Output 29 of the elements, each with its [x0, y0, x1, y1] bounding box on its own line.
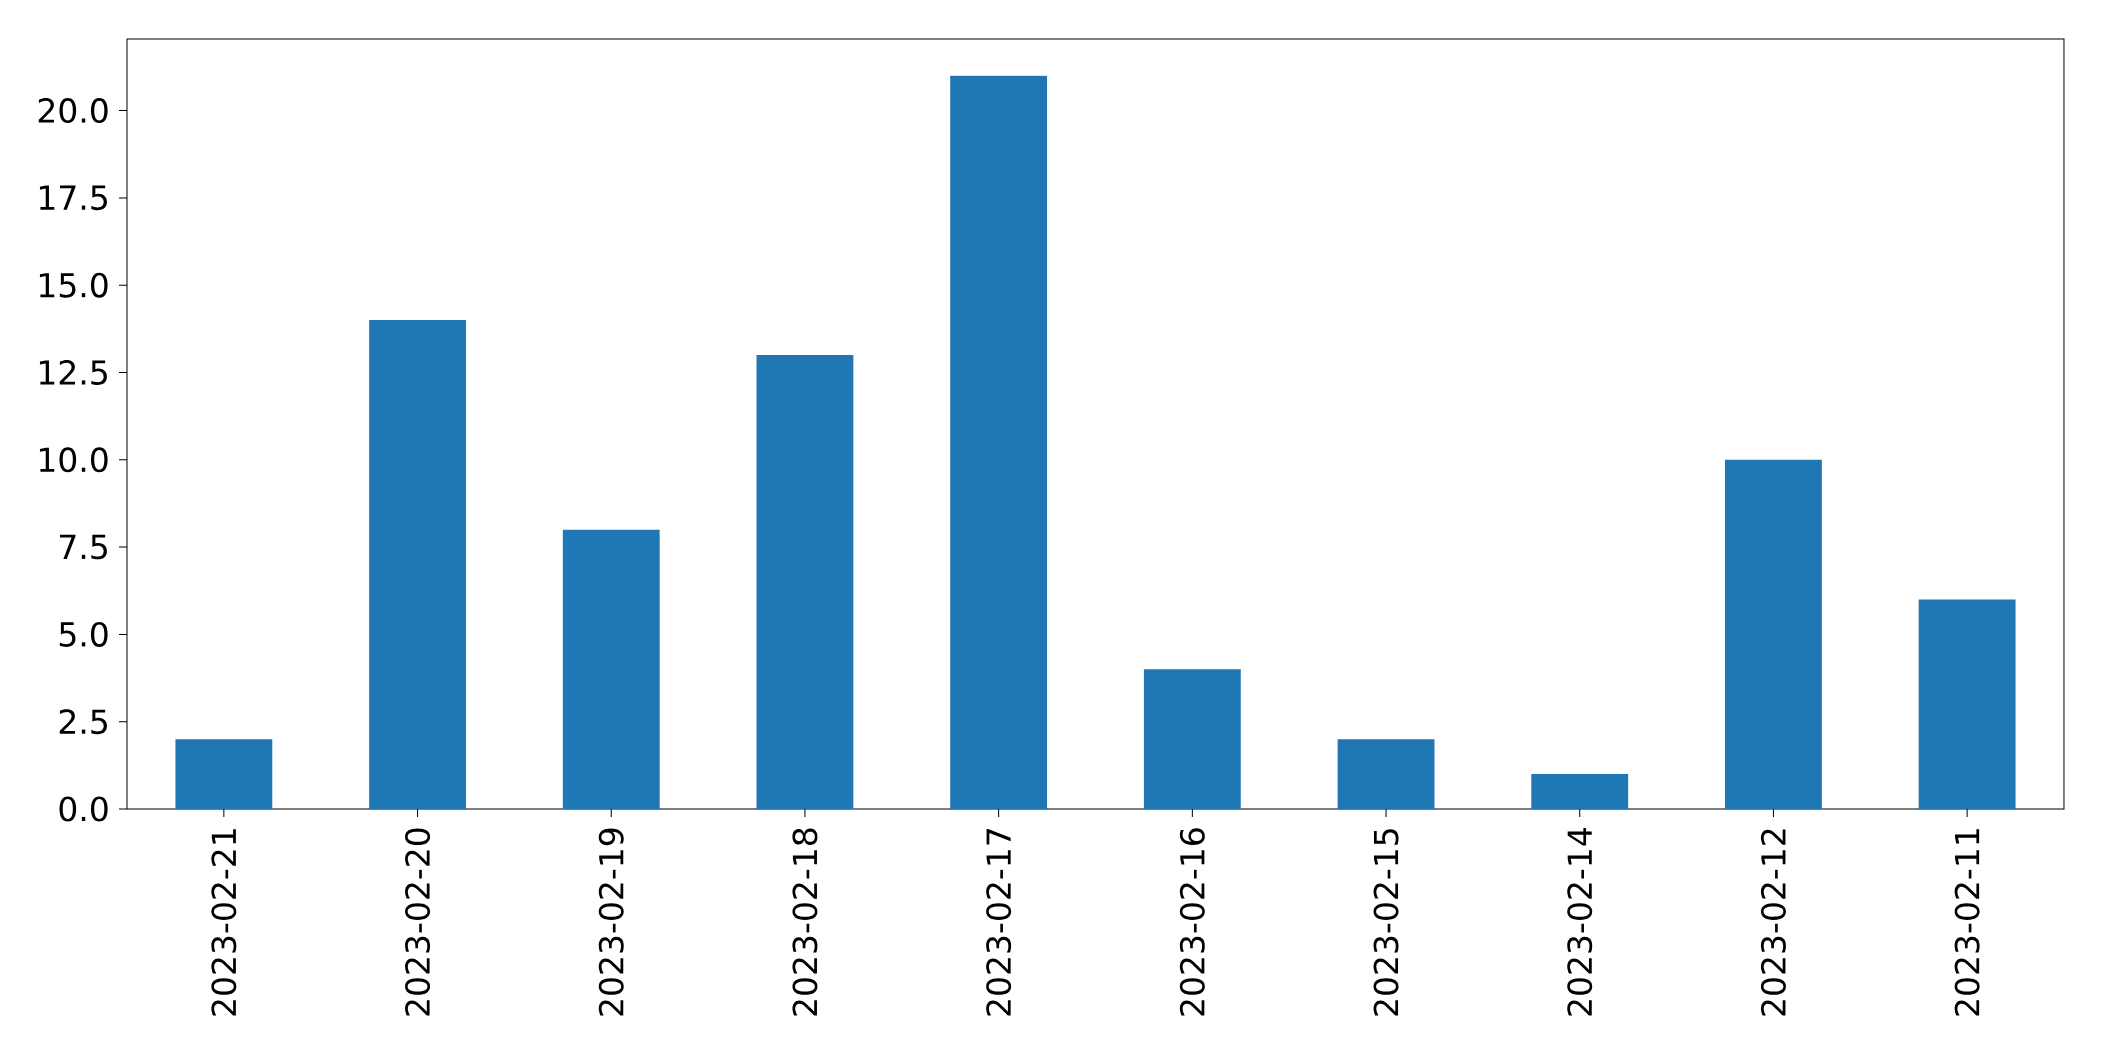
- bar: [1918, 599, 2016, 809]
- y-tick-label: 12.5: [39, 360, 107, 385]
- x-tick-label: 2023-02-11: [1954, 829, 1980, 1016]
- bar: [175, 739, 273, 809]
- y-tick-label: 2.5: [59, 709, 107, 735]
- x-tick-label: 2023-02-14: [1567, 828, 1593, 1016]
- x-tick-label: 2023-02-16: [1179, 828, 1205, 1016]
- x-tick-label: 2023-02-20: [405, 828, 431, 1016]
- bar: [950, 75, 1048, 809]
- bar: [1725, 459, 1822, 809]
- bar: [1531, 774, 1629, 809]
- y-tick-label: 20.0: [38, 98, 108, 124]
- x-tick-label: 2023-02-19: [598, 828, 624, 1016]
- y-tick-label: 5.0: [59, 621, 108, 647]
- x-tick-label: 2023-02-17: [986, 829, 1012, 1016]
- bar: [1337, 739, 1435, 809]
- x-tick-label: 2023-02-21: [211, 829, 237, 1016]
- y-tick-label: 15.0: [39, 272, 108, 298]
- y-tick-label: 10.0: [39, 447, 108, 473]
- bar: [756, 355, 854, 809]
- bar: [369, 320, 466, 809]
- x-tick-label: 2023-02-15: [1373, 829, 1399, 1016]
- y-tick-label: 17.5: [39, 185, 107, 211]
- y-tick-label: 7.5: [60, 534, 107, 560]
- bar: [1143, 669, 1241, 809]
- x-tick-label: 2023-02-12: [1760, 829, 1786, 1016]
- bar: [562, 529, 660, 809]
- x-tick-label: 2023-02-18: [792, 828, 818, 1016]
- y-tick-label: 0.0: [59, 796, 108, 822]
